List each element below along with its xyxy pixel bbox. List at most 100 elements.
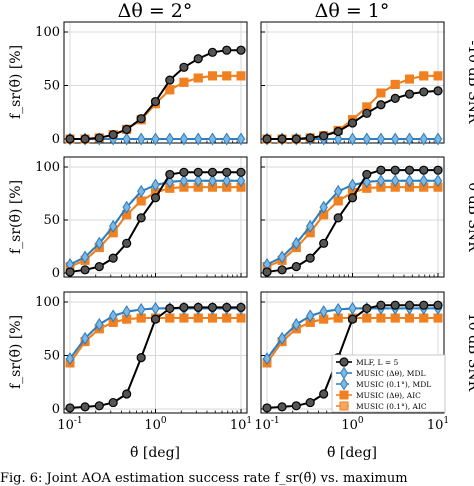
data-point-marker	[236, 71, 246, 81]
data-point-marker	[193, 167, 203, 177]
legend-entry-label: MUSIC (0.1°), MDL	[356, 380, 431, 389]
data-point-marker	[65, 134, 75, 144]
data-point-marker	[122, 389, 132, 399]
data-point-marker	[262, 134, 272, 144]
data-point-marker	[137, 184, 146, 198]
data-point-marker	[80, 134, 90, 144]
data-point-marker	[339, 390, 349, 400]
data-point-marker	[193, 313, 203, 323]
data-point-marker	[305, 133, 315, 143]
data-point-marker	[376, 313, 386, 323]
data-point-marker	[433, 174, 443, 188]
data-point-marker	[179, 313, 189, 323]
data-point-marker	[277, 134, 287, 144]
data-point-marker	[305, 397, 315, 408]
chart-panel	[260, 156, 445, 278]
data-point-marker	[405, 132, 414, 146]
data-point-marker	[348, 301, 357, 315]
data-point-marker	[94, 401, 104, 411]
data-point-marker	[404, 165, 415, 175]
data-point-marker	[291, 262, 301, 272]
data-point-marker	[207, 167, 218, 177]
data-point-marker	[362, 313, 372, 323]
xlabel-right: θ̃ [deg]	[327, 445, 377, 461]
data-point-marker	[362, 132, 371, 146]
data-point-marker	[65, 403, 75, 413]
data-point-marker	[236, 132, 246, 146]
data-point-marker	[80, 331, 90, 345]
data-point-marker	[419, 174, 428, 188]
data-point-marker	[348, 178, 357, 192]
ylabel-middle: f_sr(θ̃) [%]	[8, 180, 24, 254]
row-label-bottom: 10 dB SNR	[465, 313, 474, 392]
data-point-marker	[179, 77, 189, 87]
data-point-marker	[390, 313, 400, 323]
data-point-marker	[194, 174, 203, 188]
data-point-marker	[319, 305, 328, 319]
data-point-marker	[222, 174, 231, 188]
data-point-marker	[277, 250, 287, 264]
col-title-left: Δθ = 2°	[118, 0, 193, 22]
data-point-marker	[390, 79, 400, 89]
data-point-marker	[333, 213, 343, 223]
chart-panel	[260, 21, 445, 146]
data-point-marker	[136, 196, 146, 206]
data-point-marker	[222, 302, 232, 312]
legend-entry-label: MUSIC (Δθ), AIC	[356, 391, 421, 400]
data-point-marker	[179, 167, 189, 177]
data-point-marker	[179, 302, 189, 312]
data-point-marker	[404, 74, 414, 84]
legend-entry-label: MUSIC (Δθ), MDL	[356, 369, 425, 378]
legend-entry-label: MUSIC (0.1°), AIC	[356, 402, 427, 411]
data-point-marker	[347, 118, 358, 128]
data-point-marker	[277, 265, 287, 275]
data-point-marker	[362, 169, 372, 180]
chart-panel: 0 50 100	[35, 156, 248, 281]
data-point-marker	[109, 309, 118, 323]
x-tick-label: 101	[427, 416, 449, 433]
data-point-marker	[222, 167, 232, 177]
data-point-marker	[319, 389, 329, 399]
data-point-marker	[433, 300, 443, 310]
data-point-marker	[433, 313, 443, 323]
legend-entry-label: MLF, L = 5	[356, 358, 398, 367]
data-point-marker	[208, 174, 217, 188]
data-point-marker	[334, 303, 343, 316]
data-point-marker	[291, 401, 301, 411]
data-point-marker	[291, 134, 301, 144]
data-point-marker	[122, 124, 132, 134]
data-point-marker	[236, 302, 246, 312]
data-point-marker	[194, 132, 203, 146]
data-point-marker	[122, 200, 131, 214]
data-point-marker	[94, 133, 104, 143]
data-point-marker	[292, 236, 301, 250]
data-point-marker	[150, 193, 161, 203]
data-point-marker	[305, 253, 315, 263]
data-point-marker	[179, 132, 189, 146]
data-point-marker	[376, 132, 386, 146]
data-point-marker	[319, 238, 329, 248]
data-point-marker	[109, 219, 118, 233]
data-point-marker	[137, 303, 146, 316]
data-point-marker	[339, 401, 349, 411]
data-point-marker	[80, 402, 90, 412]
data-point-marker	[433, 165, 443, 175]
data-point-marker	[347, 193, 358, 203]
data-point-marker	[236, 313, 246, 323]
data-point-marker	[404, 313, 414, 323]
y-tick-label: 100	[35, 160, 60, 175]
y-tick-label: 100	[35, 295, 60, 310]
chart-panel: 0 50 100 10-1 100 101	[35, 291, 252, 433]
data-point-marker	[108, 253, 118, 263]
data-point-marker	[419, 165, 429, 175]
y-tick-label: 0	[52, 132, 60, 147]
data-point-marker	[339, 357, 349, 367]
data-point-marker	[136, 353, 146, 363]
data-point-marker	[207, 47, 218, 57]
col-title-right: Δθ = 1°	[315, 0, 390, 22]
data-point-marker	[193, 73, 203, 83]
chart-panel: 0 50 100	[35, 21, 248, 147]
data-point-marker	[122, 305, 131, 319]
data-point-marker	[65, 352, 75, 366]
data-point-marker	[65, 267, 75, 277]
